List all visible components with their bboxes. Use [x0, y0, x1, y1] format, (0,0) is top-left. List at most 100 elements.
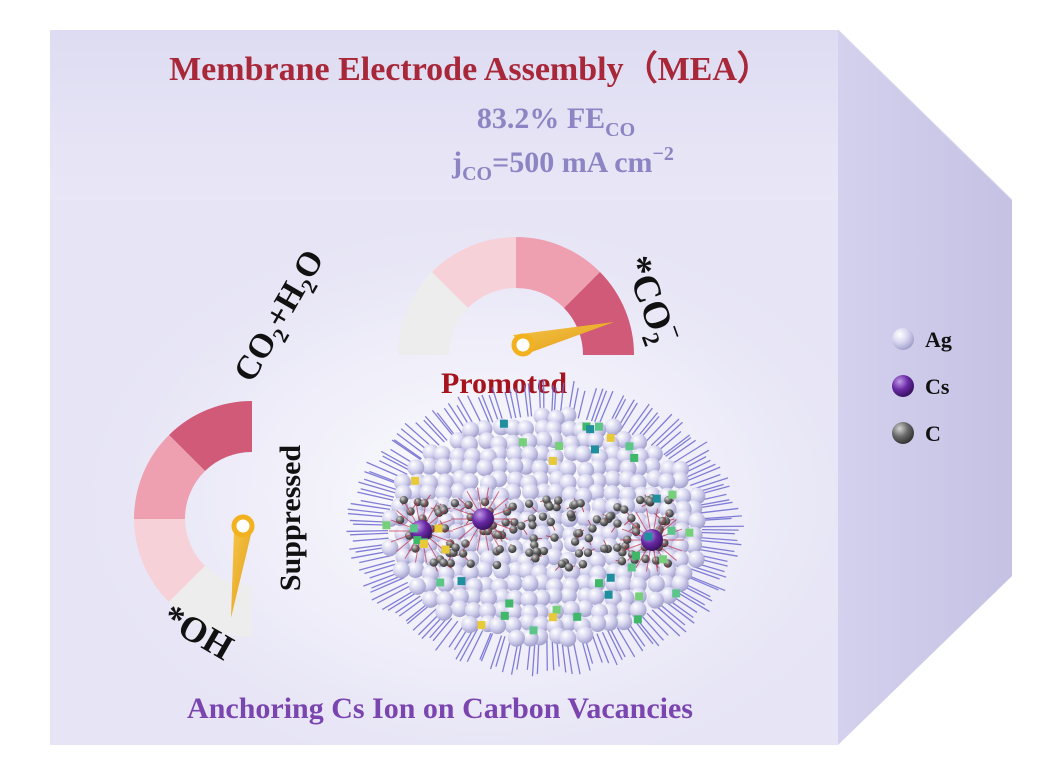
ag-sphere: [407, 561, 425, 579]
carbon-atom: [451, 543, 460, 552]
ag-sphere: [615, 575, 633, 593]
ag-sphere: [504, 616, 522, 634]
ag-sphere: [559, 629, 577, 647]
carbon-atom: [464, 500, 473, 510]
ag-sphere: [433, 445, 451, 463]
carbon-atom: [564, 563, 574, 572]
spike-mark: [370, 577, 405, 593]
spike-mark: [436, 412, 456, 437]
dopant-mark: [594, 422, 603, 431]
spike-mark: [577, 390, 586, 419]
spike-mark: [672, 441, 708, 464]
legend-c-label: C: [925, 421, 941, 446]
fe-stat: 83.2% FECO: [477, 102, 635, 141]
ag-sphere: [505, 574, 523, 592]
spike-mark: [352, 537, 389, 542]
legend-cs-swatch: [892, 375, 914, 397]
carbon-atom: [458, 549, 468, 558]
dopant-mark: [529, 626, 538, 635]
ag-sphere: [408, 577, 426, 595]
carbon-atom: [525, 548, 534, 557]
spike-mark: [631, 407, 653, 436]
dopant-mark: [573, 612, 582, 621]
ag-sphere: [506, 457, 524, 475]
dopant-mark: [672, 589, 681, 598]
dopant-mark: [667, 526, 676, 535]
spike-mark: [636, 618, 660, 647]
spike-mark: [665, 437, 692, 457]
ag-sphere: [675, 509, 693, 527]
nanostructure: [346, 379, 744, 677]
dopant-mark: [419, 540, 428, 549]
carbon-atom: [554, 496, 563, 505]
j-prefix: j: [451, 146, 462, 179]
ag-sphere: [490, 457, 508, 475]
cs-atom: [472, 508, 494, 530]
ag-sphere: [489, 617, 507, 635]
gauge-left-segment-2: [133, 435, 205, 519]
ag-sphere: [604, 470, 622, 488]
spike-mark: [651, 609, 681, 637]
gauge-left-needle-hub: [231, 514, 255, 538]
legend-item-cs: Cs: [892, 374, 950, 399]
ag-sphere: [575, 574, 593, 592]
spike-mark: [360, 499, 392, 507]
ag-sphere: [518, 562, 536, 580]
spike-mark: [663, 434, 691, 456]
spike-mark: [527, 383, 533, 417]
cs-layer: [389, 487, 684, 572]
carbon-atom: [517, 521, 526, 531]
dopant-mark: [606, 573, 615, 582]
spike-mark: [514, 388, 522, 418]
spike-mark: [698, 548, 738, 557]
spike-mark: [364, 563, 397, 575]
spike-mark: [359, 559, 395, 571]
spike-mark: [639, 415, 660, 440]
spike-mark: [556, 639, 560, 667]
spike-mark: [591, 634, 603, 663]
gauge-top: [397, 236, 635, 357]
ag-sphere: [520, 590, 538, 608]
gauge-left-segment-4: [169, 566, 252, 637]
spike-mark: [598, 390, 614, 424]
spike-mark: [358, 481, 397, 494]
ag-sphere: [615, 613, 633, 631]
fe-subscript: CO: [605, 119, 635, 141]
spike-mark: [700, 507, 739, 514]
spike-mark: [636, 412, 659, 438]
ag-sphere: [521, 575, 539, 593]
spike-mark: [596, 633, 610, 664]
dopant-mark: [505, 599, 514, 608]
ag-sphere: [448, 523, 466, 541]
carbon-atom: [440, 524, 450, 533]
carbon-atom: [539, 546, 549, 556]
ag-sphere: [419, 483, 437, 501]
carbon-atom: [501, 518, 510, 527]
dopant-layer: [382, 419, 694, 635]
j-superscript: −2: [653, 143, 674, 165]
dopant-mark: [548, 456, 557, 465]
dopant-mark: [630, 453, 639, 462]
spike-mark: [448, 623, 466, 648]
spike-mark: [481, 394, 494, 423]
spike-mark: [396, 432, 427, 456]
spike-mark: [415, 422, 440, 446]
ag-sphere: [658, 473, 676, 491]
spike-mark: [645, 413, 673, 443]
ag-sphere: [671, 574, 689, 592]
carbon-atom: [524, 499, 534, 508]
carbon-atom: [613, 543, 622, 552]
carbon-atom: [627, 514, 636, 523]
spike-mark: [656, 606, 687, 633]
spike-mark: [659, 603, 686, 626]
carbon-atom: [531, 554, 540, 563]
spike-mark: [405, 602, 429, 622]
carbon-atom: [588, 524, 597, 533]
ag-sphere: [687, 550, 705, 568]
carbon-atom: [532, 547, 541, 556]
dopant-mark: [659, 555, 668, 564]
ag-sphere: [615, 601, 633, 619]
carbon-atom: [546, 517, 556, 527]
spike-mark: [350, 532, 389, 536]
spike-mark: [459, 628, 479, 662]
